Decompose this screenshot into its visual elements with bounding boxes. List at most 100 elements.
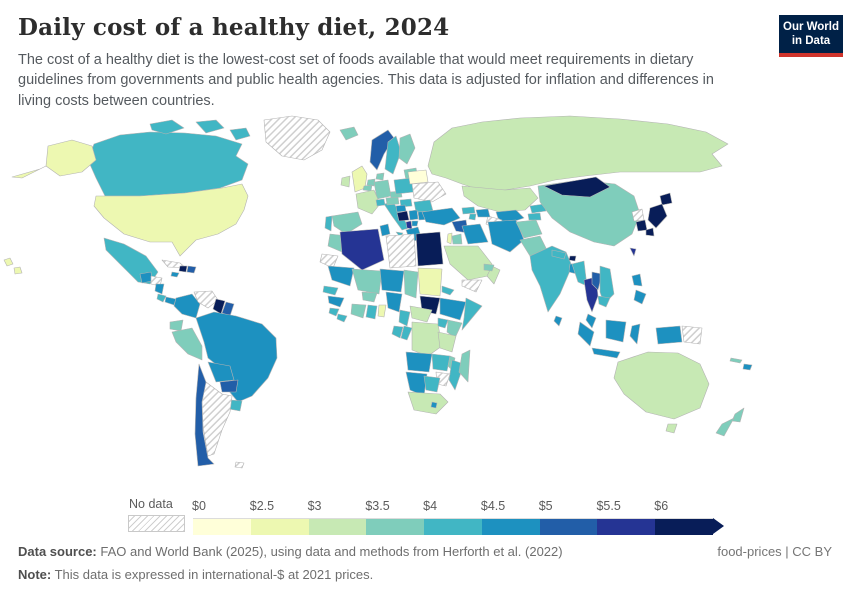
country-new-zealand-north[interactable] [731,407,745,423]
country-cambodia[interactable] [597,295,611,308]
country-bosnia[interactable] [396,210,410,222]
country-tanzania[interactable] [437,331,457,353]
country-iceland[interactable] [339,126,359,141]
country-madagascar[interactable] [458,349,471,383]
country-peru[interactable] [171,327,203,361]
country-taiwan[interactable] [629,247,637,257]
country-guinea[interactable] [327,295,345,308]
country-armenia[interactable] [468,213,477,221]
country-falkland-islands[interactable] [234,461,245,469]
country-denmark[interactable] [375,172,385,181]
country-bolivia[interactable] [207,361,235,383]
country-croatia[interactable] [395,204,407,213]
country-bhutan[interactable] [568,255,577,262]
country-canada[interactable] [87,131,249,197]
country-georgia[interactable] [461,206,476,215]
legend-segment-0-2p5[interactable]: $0 [192,499,251,535]
country-netherlands[interactable] [366,178,376,187]
country-kyrgyzstan[interactable] [529,203,547,214]
country-france[interactable] [355,189,381,215]
country-mexico[interactable] [103,237,159,285]
country-finland[interactable] [398,133,416,165]
country-jamaica[interactable] [170,271,180,278]
country-fiji[interactable] [742,363,753,371]
country-papua-new-guinea[interactable] [681,325,703,345]
country-serbia[interactable] [408,209,419,221]
country-japan-honshu[interactable] [647,203,668,229]
country-botswana[interactable] [423,375,441,393]
country-philippines-luzon[interactable] [631,273,643,287]
rights-link[interactable]: food-prices | CC BY [717,544,832,559]
country-alaska[interactable] [45,139,97,177]
country-senegal[interactable] [322,285,339,296]
country-portugal[interactable] [324,215,333,232]
country-afghanistan[interactable] [515,219,543,239]
country-canada-island[interactable] [229,127,251,141]
country-south-africa[interactable] [407,391,449,415]
country-ivory-coast[interactable] [350,303,367,319]
legend-segment-3-3p5[interactable]: $3 [308,499,367,535]
country-borneo[interactable] [605,319,627,343]
country-argentina[interactable] [201,381,233,457]
country-india[interactable] [529,245,573,313]
country-laos[interactable] [591,271,603,291]
country-guatemala[interactable] [139,271,153,284]
country-car[interactable] [409,305,433,323]
country-albania[interactable] [405,220,413,230]
country-china[interactable] [537,179,641,247]
country-south-korea[interactable] [635,219,648,232]
country-tasmania[interactable] [665,423,678,434]
country-yemen[interactable] [461,279,483,293]
legend-segment-3p5-4[interactable]: $3.5 [365,499,425,535]
country-new-caledonia[interactable] [729,357,743,364]
country-burkina-faso[interactable] [361,291,378,303]
country-java[interactable] [591,347,621,359]
country-turkey[interactable] [421,207,461,226]
country-canada-island[interactable] [195,119,225,134]
country-israel[interactable] [446,232,453,245]
country-chile[interactable] [194,363,215,467]
country-united-states[interactable] [93,183,249,257]
country-ethiopia[interactable] [439,297,467,321]
country-benin[interactable] [377,304,387,318]
country-liberia[interactable] [336,313,348,323]
country-paraguay[interactable] [219,379,239,393]
country-congo[interactable] [400,325,413,341]
country-chad[interactable] [403,269,419,299]
country-azerbaijan[interactable] [475,208,491,218]
country-drc[interactable] [411,321,443,357]
country-ireland[interactable] [340,175,351,188]
country-iran[interactable] [487,219,525,253]
country-kazakhstan[interactable] [461,185,539,213]
country-alaska-tail[interactable] [11,165,47,179]
country-sudan[interactable] [417,267,443,297]
country-hawaii[interactable] [3,257,23,275]
country-nicaragua[interactable] [154,283,165,295]
country-japan-kyushu[interactable] [645,227,655,237]
country-sweden[interactable] [384,135,402,175]
country-tajikistan[interactable] [527,212,542,221]
country-mali[interactable] [351,268,383,295]
country-russia[interactable] [427,115,729,191]
legend-segment-4-4p5[interactable]: $4 [423,499,482,535]
country-uganda[interactable] [437,317,449,329]
country-mauritania[interactable] [327,265,355,287]
country-malaysia[interactable] [585,313,597,329]
country-nepal[interactable] [551,249,567,260]
country-belarus[interactable] [407,169,429,185]
country-japan-hokkaido[interactable] [659,192,673,206]
country-mongolia[interactable] [543,176,611,198]
country-cameroon[interactable] [398,309,411,327]
legend-arrow[interactable] [713,518,724,534]
legend-nodata-swatch[interactable] [128,515,185,532]
legend-segment-6[interactable]: $6 [654,499,714,535]
country-dominican-republic[interactable] [186,265,197,274]
legend-segment-5-5p5[interactable]: $5 [539,499,598,535]
country-zambia[interactable] [431,353,451,372]
country-spain[interactable] [331,211,363,235]
country-angola[interactable] [405,351,433,373]
country-haiti[interactable] [178,265,188,273]
country-belgium[interactable] [362,184,373,192]
country-canada-island[interactable] [149,119,185,135]
country-saudi-arabia[interactable] [443,245,493,281]
